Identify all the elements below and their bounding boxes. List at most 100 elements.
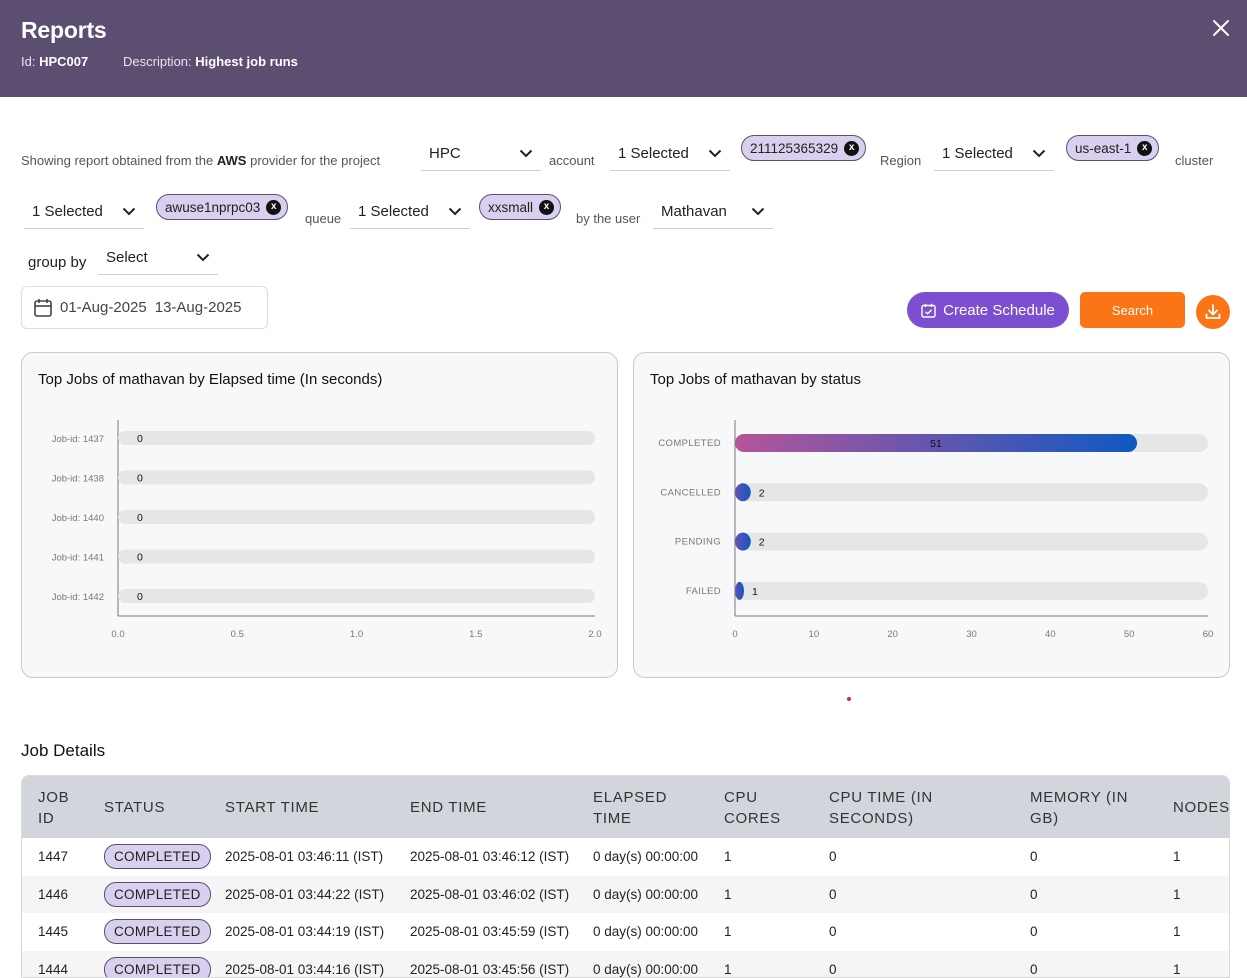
table-row[interactable]: 1447 COMPLETED 2025-08-01 03:46:11 (IST) 20… (22, 838, 1229, 876)
download-button[interactable] (1196, 295, 1230, 329)
table-cell: 2025-08-01 03:44:22 (IST) (225, 886, 385, 902)
table-cell: 1 (1173, 962, 1181, 978)
table-cell: 0 (1030, 849, 1038, 864)
table-cell: 0 (1030, 924, 1038, 940)
account-chip: 211125365329 x (741, 135, 867, 161)
project-select[interactable]: HPC (421, 137, 541, 171)
project-select-value: HPC (429, 145, 461, 162)
x-tick-label: 0 (732, 629, 737, 640)
page-title: Reports (21, 17, 107, 43)
status-badge: COMPLETED (104, 919, 211, 945)
category-label: Job-id: 1437 (52, 434, 104, 445)
bar-value-label: 0 (137, 433, 143, 445)
create-schedule-button[interactable]: Create Schedule (907, 292, 1069, 328)
bar-track (735, 581, 1208, 600)
table-cell: 2025-08-01 03:45:59 (IST) (410, 924, 570, 940)
category-label: Job-id: 1441 (52, 553, 104, 564)
groupby-select-value: Select (106, 249, 148, 266)
groupby-select[interactable]: Select (98, 241, 218, 275)
chevron-down-icon (448, 207, 462, 216)
account-select-value: 1 Selected (618, 145, 689, 162)
column-header[interactable]: ELAPSED TIME (593, 789, 668, 827)
date-range-end: 13-Aug-2025 (154, 299, 242, 316)
bar-value-label: 0 (137, 552, 143, 564)
cluster-select[interactable]: 1 Selected (24, 195, 144, 229)
column-header[interactable]: CPU TIME (IN SECONDS) (829, 789, 933, 827)
account-select[interactable]: 1 Selected (610, 137, 730, 171)
chip-remove-icon[interactable]: x (1137, 140, 1153, 156)
region-chip-label: us-east-1 (1075, 140, 1132, 156)
bar (735, 434, 1138, 452)
bar-track (735, 532, 1208, 551)
table-cell: 0 day(s) 00:00:00 (593, 849, 699, 864)
column-header[interactable]: NODES (1173, 799, 1230, 816)
search-button[interactable]: Search (1080, 292, 1185, 328)
x-tick-label: 20 (887, 629, 898, 640)
provider-name: AWS (216, 153, 247, 168)
bar-track (735, 483, 1208, 502)
cluster-select-value: 1 Selected (32, 203, 103, 220)
column-header[interactable]: STATUS (104, 799, 166, 816)
x-tick-label: 2.0 (588, 629, 601, 640)
date-range-picker[interactable]: 01-Aug-2025 13-Aug-2025 (21, 286, 268, 329)
chevron-down-icon (1032, 149, 1046, 158)
close-icon[interactable] (1211, 18, 1231, 38)
table-cell: 0 (829, 924, 837, 940)
category-label: PENDING (675, 537, 721, 548)
column-header[interactable]: END TIME (410, 799, 487, 816)
chevron-down-icon (708, 149, 722, 158)
bar-value-label: 51 (930, 438, 942, 450)
table-cell: 1 (1173, 924, 1181, 940)
account-label: account (549, 153, 595, 168)
region-select[interactable]: 1 Selected (934, 137, 1054, 171)
x-tick-label: 10 (809, 629, 820, 640)
report-description: Description: Highest job runs (123, 54, 298, 69)
report-id-label: Id: (21, 54, 36, 69)
chevron-down-icon (122, 207, 136, 216)
column-header[interactable]: JOB ID (38, 789, 70, 827)
chip-remove-icon[interactable]: x (266, 199, 282, 215)
account-chip-label: 211125365329 (750, 140, 839, 156)
region-label: Region (880, 153, 922, 168)
column-header[interactable]: CPU CORES (724, 789, 781, 827)
status-chart-card: Top Jobs of mathavan by status COMPLETED… (633, 352, 1230, 678)
bar-value-label: 0 (137, 512, 143, 524)
table-cell: 0 day(s) 00:00:00 (593, 924, 699, 940)
chevron-down-icon (196, 253, 210, 262)
provider-suffix-text: provider for the project (250, 153, 381, 168)
table-cell: 2025-08-01 03:44:16 (IST) (225, 962, 385, 978)
elapsed-time-chart-title: Top Jobs of mathavan by Elapsed time (In… (38, 371, 383, 388)
table-row[interactable]: 1446 COMPLETED 2025-08-01 03:44:22 (IST) 20… (22, 875, 1229, 914)
search-button-label: Search (1111, 302, 1154, 318)
table-cell: 1444 (38, 962, 69, 978)
x-tick-label: 0.5 (231, 629, 244, 640)
cluster-chip-label: awuse1nprpc03 (165, 199, 261, 215)
user-select[interactable]: Mathavan (653, 195, 773, 229)
report-id: Id: HPC007 (21, 54, 88, 69)
table-cell: 2025-08-01 03:46:12 (IST) (410, 849, 570, 864)
table-cell: 2025-08-01 03:46:02 (IST) (410, 886, 570, 902)
region-select-value: 1 Selected (942, 145, 1013, 162)
table-cell: 1 (724, 962, 732, 978)
table-cell: 0 day(s) 00:00:00 (593, 886, 699, 902)
x-tick-label: 50 (1124, 629, 1135, 640)
table-cell: 1 (724, 924, 732, 940)
queue-chip-label: xxsmall (488, 199, 534, 215)
category-label: CANCELLED (660, 487, 721, 498)
chip-remove-icon[interactable]: x (539, 199, 555, 215)
chip-remove-icon[interactable]: x (844, 140, 860, 156)
bar-value-label: 1 (752, 586, 758, 598)
table-row[interactable]: 1444 COMPLETED 2025-08-01 03:44:16 (IST) 20… (22, 951, 1229, 978)
table-row[interactable]: 1445 COMPLETED 2025-08-01 03:44:19 (IST) 20… (22, 913, 1229, 952)
table-header: JOB ID STATUS START TIME END TIME ELAPSED TIME… (22, 776, 1229, 838)
report-description-value: Highest job runs (195, 54, 298, 69)
queue-select[interactable]: 1 Selected (350, 195, 470, 229)
category-label: FAILED (686, 586, 721, 597)
column-header[interactable]: MEMORY (IN GB) (1030, 789, 1129, 827)
table-cell: 1447 (38, 849, 69, 864)
cluster-chip: awuse1nprpc03 x (156, 194, 289, 220)
category-label: Job-id: 1442 (52, 592, 104, 603)
groupby-label: group by (28, 254, 87, 271)
column-header[interactable]: START TIME (225, 799, 320, 816)
